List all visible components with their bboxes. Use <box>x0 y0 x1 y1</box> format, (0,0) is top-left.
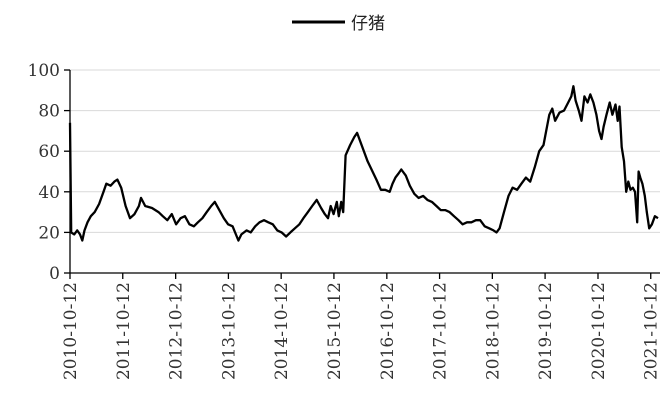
x-tick-label: 2015-10-12 <box>325 282 345 380</box>
gridlines <box>70 69 660 233</box>
x-tick-label: 2011-10-12 <box>114 282 134 380</box>
y-tick-label: 80 <box>38 102 60 122</box>
y-tick-label: 40 <box>38 183 60 203</box>
x-tick-label: 2020-10-12 <box>589 282 609 380</box>
x-axis-tick-labels: 2010-10-12 2011-10-12 2012-10-12 2013-10-12… <box>61 282 662 380</box>
x-tick-label: 2016-10-12 <box>378 282 398 380</box>
x-tick-label: 2018-10-12 <box>483 282 503 380</box>
x-tick-label: 2012-10-12 <box>167 282 187 380</box>
y-axis-ticks <box>64 69 70 274</box>
series-group <box>68 85 659 242</box>
legend: 仔猪 <box>292 14 385 34</box>
series-line-0 <box>68 85 659 242</box>
x-tick-label: 2017-10-12 <box>431 282 451 380</box>
x-tick-label: 2013-10-12 <box>219 282 239 380</box>
legend-label: 仔猪 <box>351 14 385 34</box>
y-tick-label: 60 <box>38 142 60 162</box>
x-tick-label: 2010-10-12 <box>61 282 81 380</box>
x-tick-label: 2019-10-12 <box>536 282 556 380</box>
x-axis-ticks <box>69 273 652 279</box>
y-tick-label: 0 <box>49 264 60 284</box>
y-axis-tick-labels: 0 20 40 60 80 100 <box>28 61 60 284</box>
y-tick-label: 100 <box>28 61 60 81</box>
x-tick-label: 2014-10-12 <box>272 282 292 380</box>
y-tick-label: 20 <box>38 223 60 243</box>
x-tick-label: 2021-10-12 <box>642 282 662 380</box>
